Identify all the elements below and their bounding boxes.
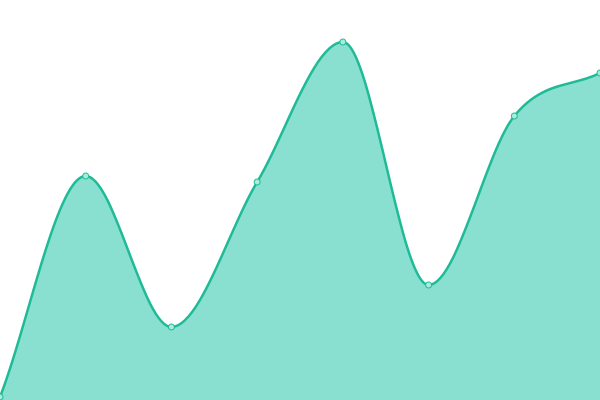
- data-point-5: [425, 281, 433, 289]
- data-point-0: [0, 393, 4, 400]
- data-point-2: [167, 323, 175, 331]
- data-point-1: [82, 172, 90, 180]
- data-point-7: [596, 69, 600, 77]
- area-fill: [0, 42, 600, 400]
- data-point-3: [253, 178, 261, 186]
- data-point-4: [339, 38, 347, 46]
- data-points: [0, 38, 600, 400]
- data-point-6: [510, 112, 518, 120]
